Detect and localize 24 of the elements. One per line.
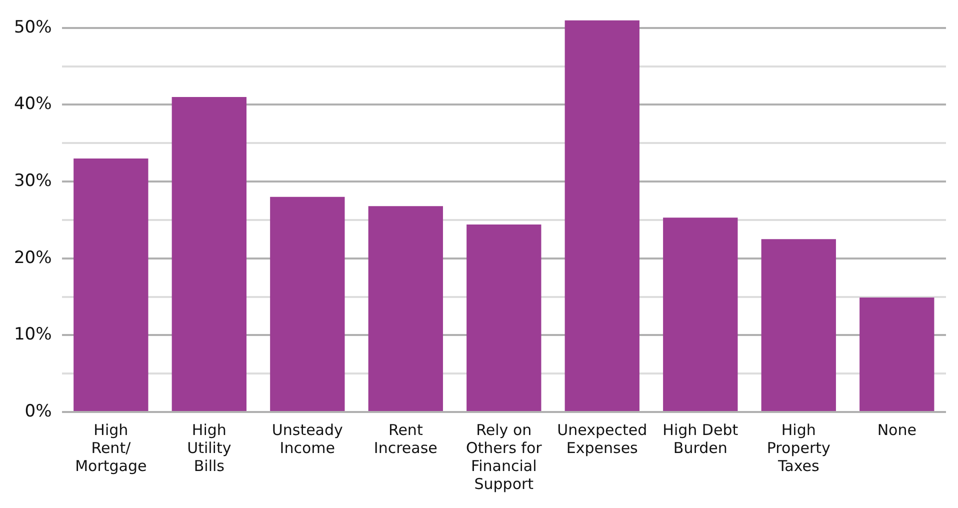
y-tick-label: 50% [14,17,52,38]
bar [761,239,836,411]
bar [663,218,738,411]
y-tick-label: 40% [14,94,52,114]
bar [368,206,443,411]
y-tick-label: 10% [14,324,52,345]
y-tick-label: 0% [24,401,52,422]
bar [270,196,345,411]
bar [172,97,246,411]
x-tick-label: High Utility Bills [187,420,232,475]
x-tick-label: Unexpected Expenses [557,420,648,457]
x-tick-label: High Property Taxes [766,420,830,475]
x-tick-label: High Debt Burden [662,420,738,457]
x-tick-label: None [877,420,916,439]
bar [860,298,934,411]
y-tick-label: 30% [14,170,52,191]
bar [564,20,640,411]
bar [74,158,148,411]
x-tick-label: Rent Increase [374,420,438,457]
x-tick-label: High Rent/ Mortgage [75,420,147,475]
bar [466,224,542,411]
y-tick-label: 20% [14,248,52,268]
x-tick-label: Unsteady Income [272,420,344,457]
x-tick-label: Rely on Others for Financial Support [466,420,543,493]
